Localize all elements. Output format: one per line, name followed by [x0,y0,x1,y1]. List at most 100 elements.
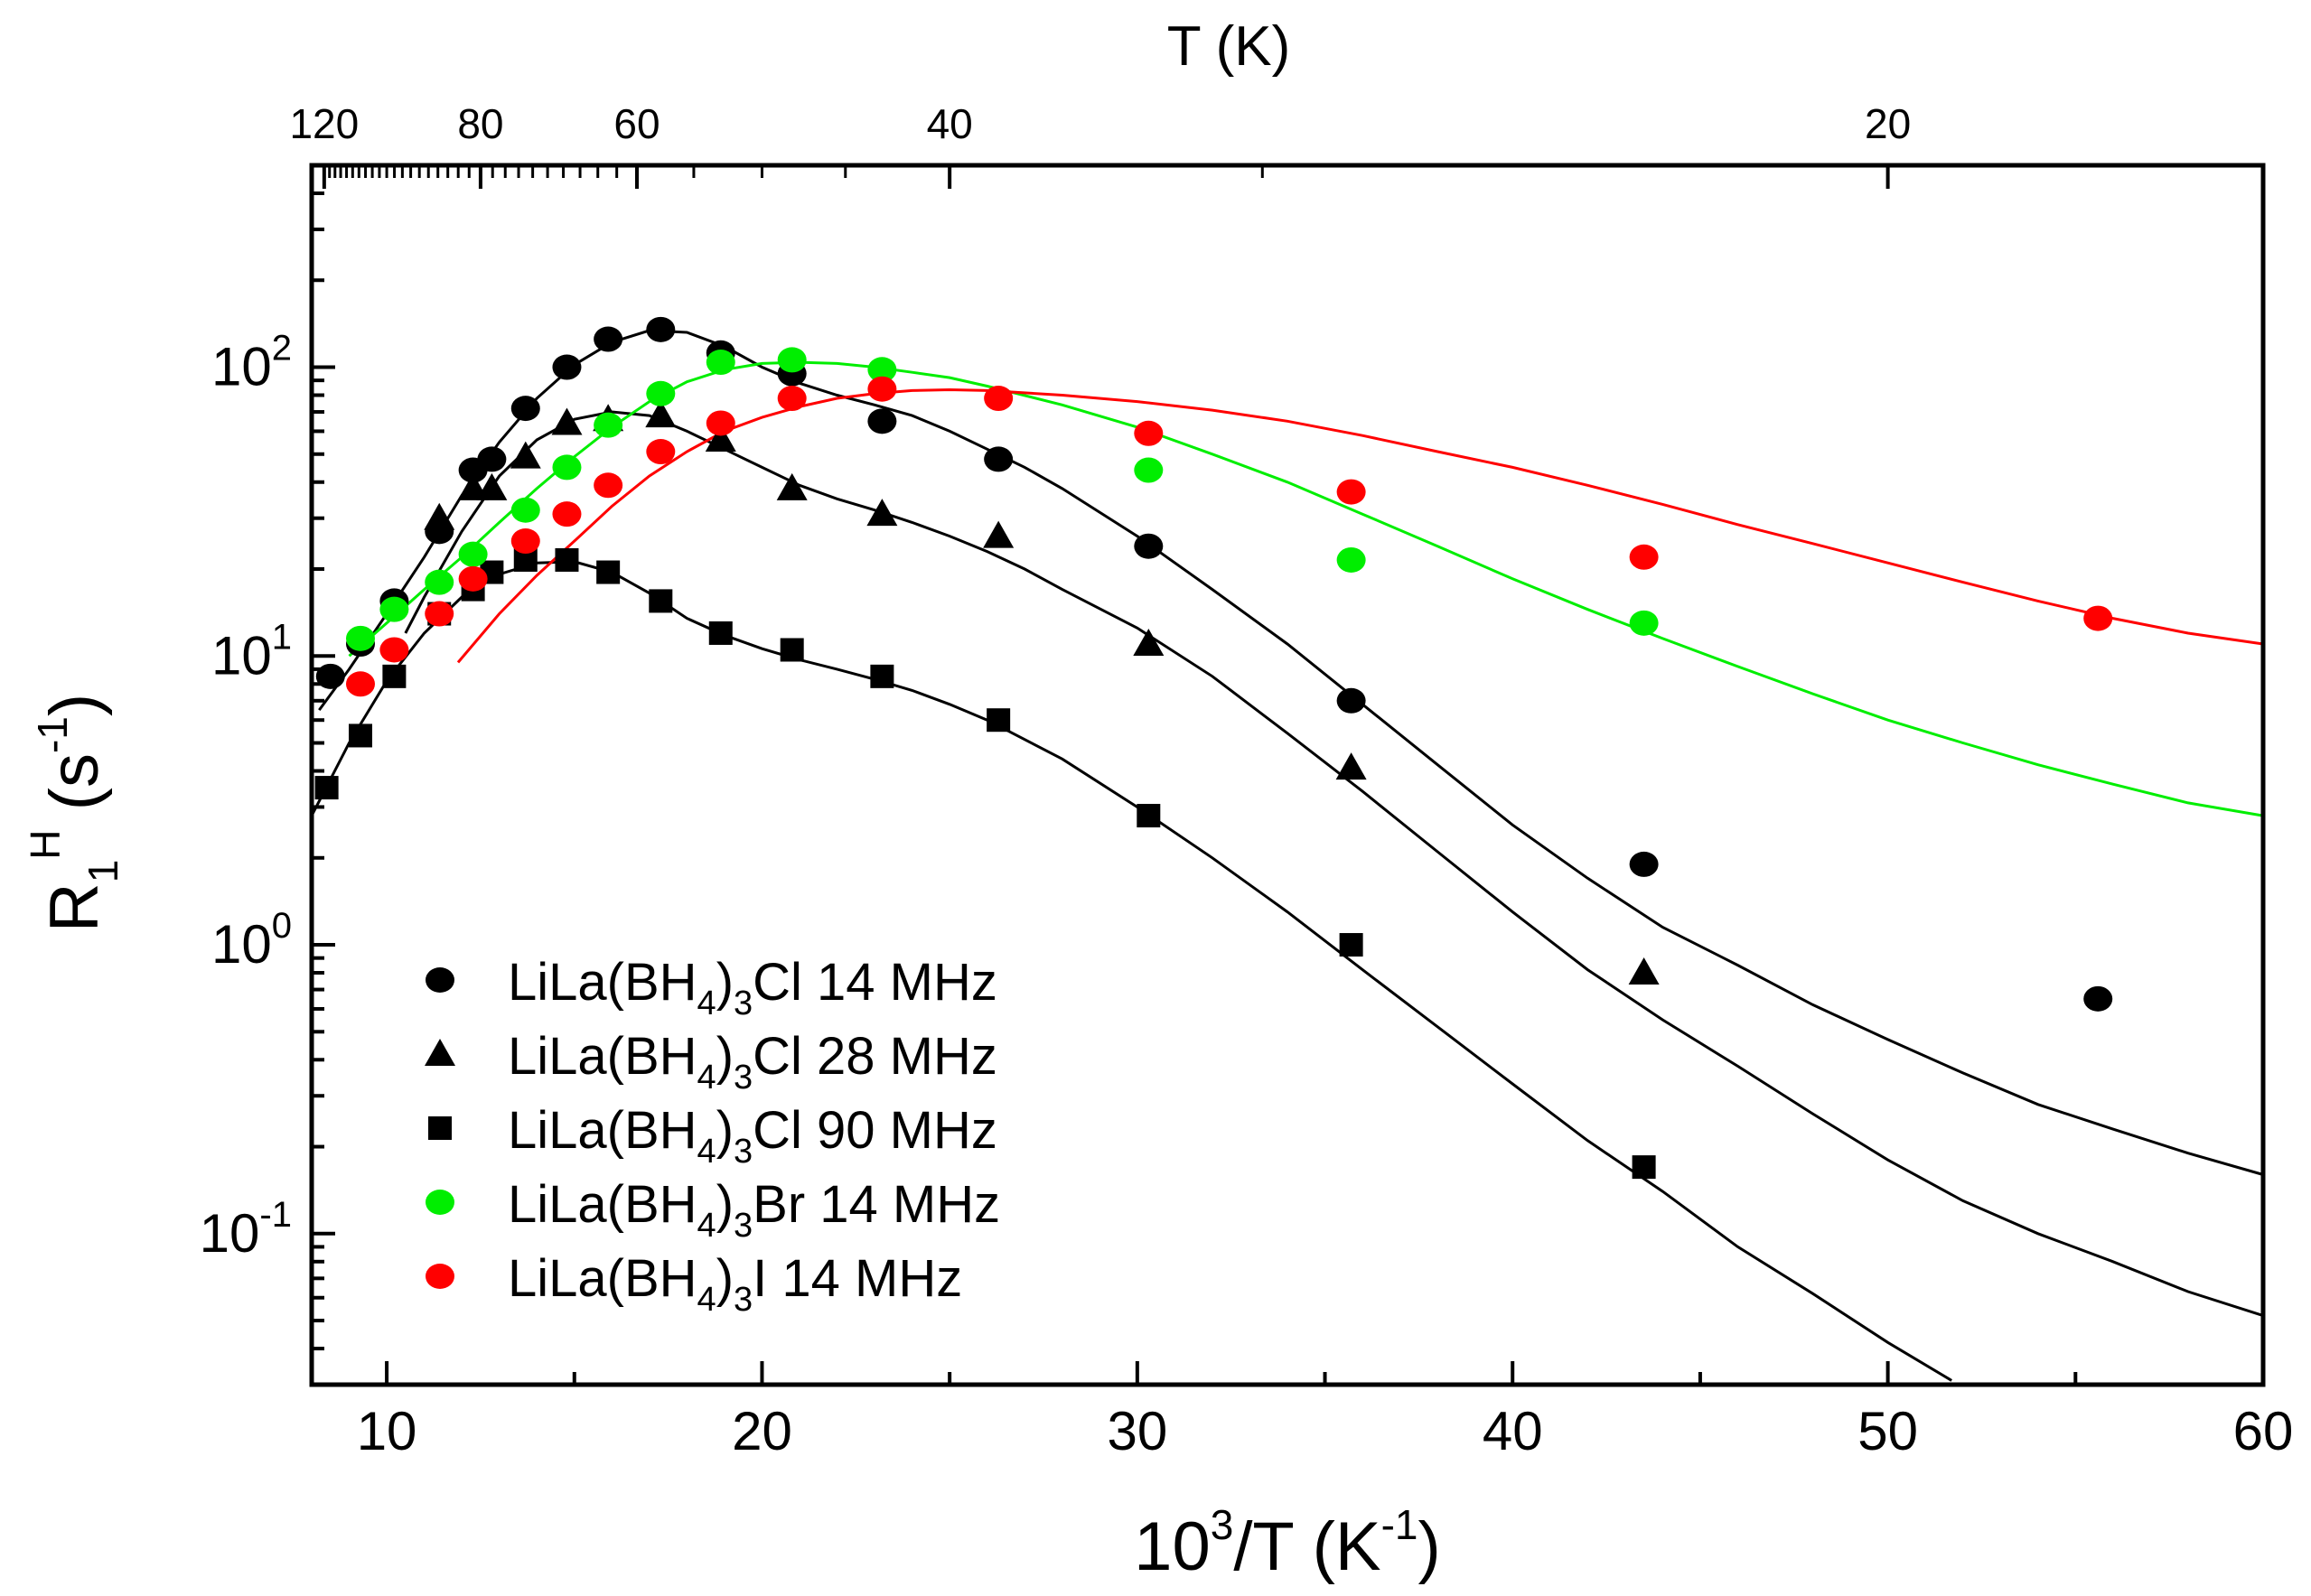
data-point [458,541,488,567]
x-tick-label: 30 [1107,1401,1167,1461]
legend-label-post: Cl 90 MHz [753,1101,997,1160]
data-point [867,357,897,383]
x-axis-title-end: ) [1418,1508,1441,1585]
x-tick-label: 20 [732,1401,792,1461]
data-point [984,446,1014,472]
legend-label-mid: ) [716,1101,734,1160]
data-point [649,589,673,613]
data-point [2083,605,2113,631]
legend-label: LiLa(BH4)3Cl 28 MHz [508,1027,997,1097]
legend-label-sub1: 4 [697,1133,716,1171]
data-point [552,354,582,380]
data-point [780,638,804,662]
legend-label-sub1: 4 [697,1207,716,1245]
y-tick-label-base: 10 [211,914,272,975]
data-point [867,408,897,434]
y-tick-label-base: 10 [211,625,272,686]
data-point [315,663,345,689]
legend-label-mid: ) [716,953,734,1012]
data-point [776,472,808,500]
data-point [1629,544,1659,570]
legend-label: LiLa(BH4)3Cl 90 MHz [508,1101,997,1171]
legend-label-sub2: 3 [734,1281,753,1319]
data-point [984,386,1014,412]
y-tick-label-base: 10 [211,337,272,397]
data-point [346,625,375,651]
fit-curve [318,329,2264,1176]
data-point [645,400,677,428]
data-point [708,621,733,645]
top-tick-label: 80 [457,100,503,147]
legend-marker [425,1039,455,1066]
data-point [987,708,1011,733]
legend-marker [426,967,454,993]
data-point [510,497,540,523]
data-point [552,454,582,481]
data-point [510,528,540,555]
legend-label-pre: LiLa(BH [508,1027,697,1086]
legend-label-pre: LiLa(BH [508,1249,697,1308]
data-point [1336,546,1366,573]
y-axis-title: R1H (s-1) [22,694,126,932]
x-axis-title-rest: /T (K [1233,1508,1380,1585]
y-tick-label: 100 [211,906,292,975]
legend-label-sub1: 4 [697,1281,716,1319]
data-point [866,499,898,527]
data-point [777,386,807,412]
x-axis-title-sup: 3 [1211,1501,1234,1548]
data-point [646,439,676,465]
x-axis-title-base: 10 [1134,1508,1211,1585]
legend-label-sub2: 3 [734,1059,753,1097]
legend-label-post: Br 14 MHz [753,1175,1000,1234]
data-point [314,776,339,800]
data-point [1134,457,1164,483]
data-point [425,569,454,595]
x-tick-label: 10 [357,1401,417,1461]
legend-label-pre: LiLa(BH [508,1101,697,1160]
data-point [594,472,623,499]
legend-label-post: Cl 14 MHz [753,953,997,1012]
legend-label-sub1: 4 [697,1059,716,1097]
data-point [1629,610,1659,636]
data-point [867,376,897,402]
data-point [379,596,409,622]
data-point [1632,1155,1656,1180]
y-tick-label-exp: -1 [259,1195,292,1235]
data-point [777,347,807,373]
legend-label-post: Cl 28 MHz [753,1027,997,1086]
data-point [1336,479,1366,505]
data-point [646,380,676,406]
data-point [477,446,507,472]
x-axis-title: 103/T (K-1) [1134,1501,1441,1585]
data-point [551,407,583,435]
y-tick-label-exp: 0 [272,906,292,946]
data-point [510,441,541,469]
legend-label-post: I 14 MHz [753,1249,962,1308]
x-axis-title-sup2: -1 [1381,1501,1418,1548]
data-point [1134,533,1164,559]
data-point [458,565,488,592]
legend-label-pre: LiLa(BH [508,953,697,1012]
legend-label: LiLa(BH4)3I 14 MHz [508,1249,962,1319]
data-point [1134,420,1164,446]
legend-label-mid: ) [716,1249,734,1308]
data-point [346,671,375,697]
data-point [424,502,455,530]
plot-frame [309,163,2266,1387]
data-point [870,664,894,688]
top-tick-label: 40 [927,100,973,147]
legend-label-sub2: 3 [734,1133,753,1171]
legend-label-sub1: 4 [697,985,716,1022]
data-point [1336,687,1366,714]
legend-label-pre: LiLa(BH [508,1175,697,1234]
y-tick-label-exp: 2 [272,329,292,369]
data-point [706,350,735,376]
y-axis-title-rest: (s [36,753,113,829]
data-point [594,412,623,438]
data-point [1137,804,1161,828]
data-point [476,472,508,500]
legend-label: LiLa(BH4)3Br 14 MHz [508,1175,1000,1245]
data-point [555,547,579,572]
y-axis-title-end: ) [36,694,113,716]
legend-label-sub2: 3 [734,1207,753,1245]
